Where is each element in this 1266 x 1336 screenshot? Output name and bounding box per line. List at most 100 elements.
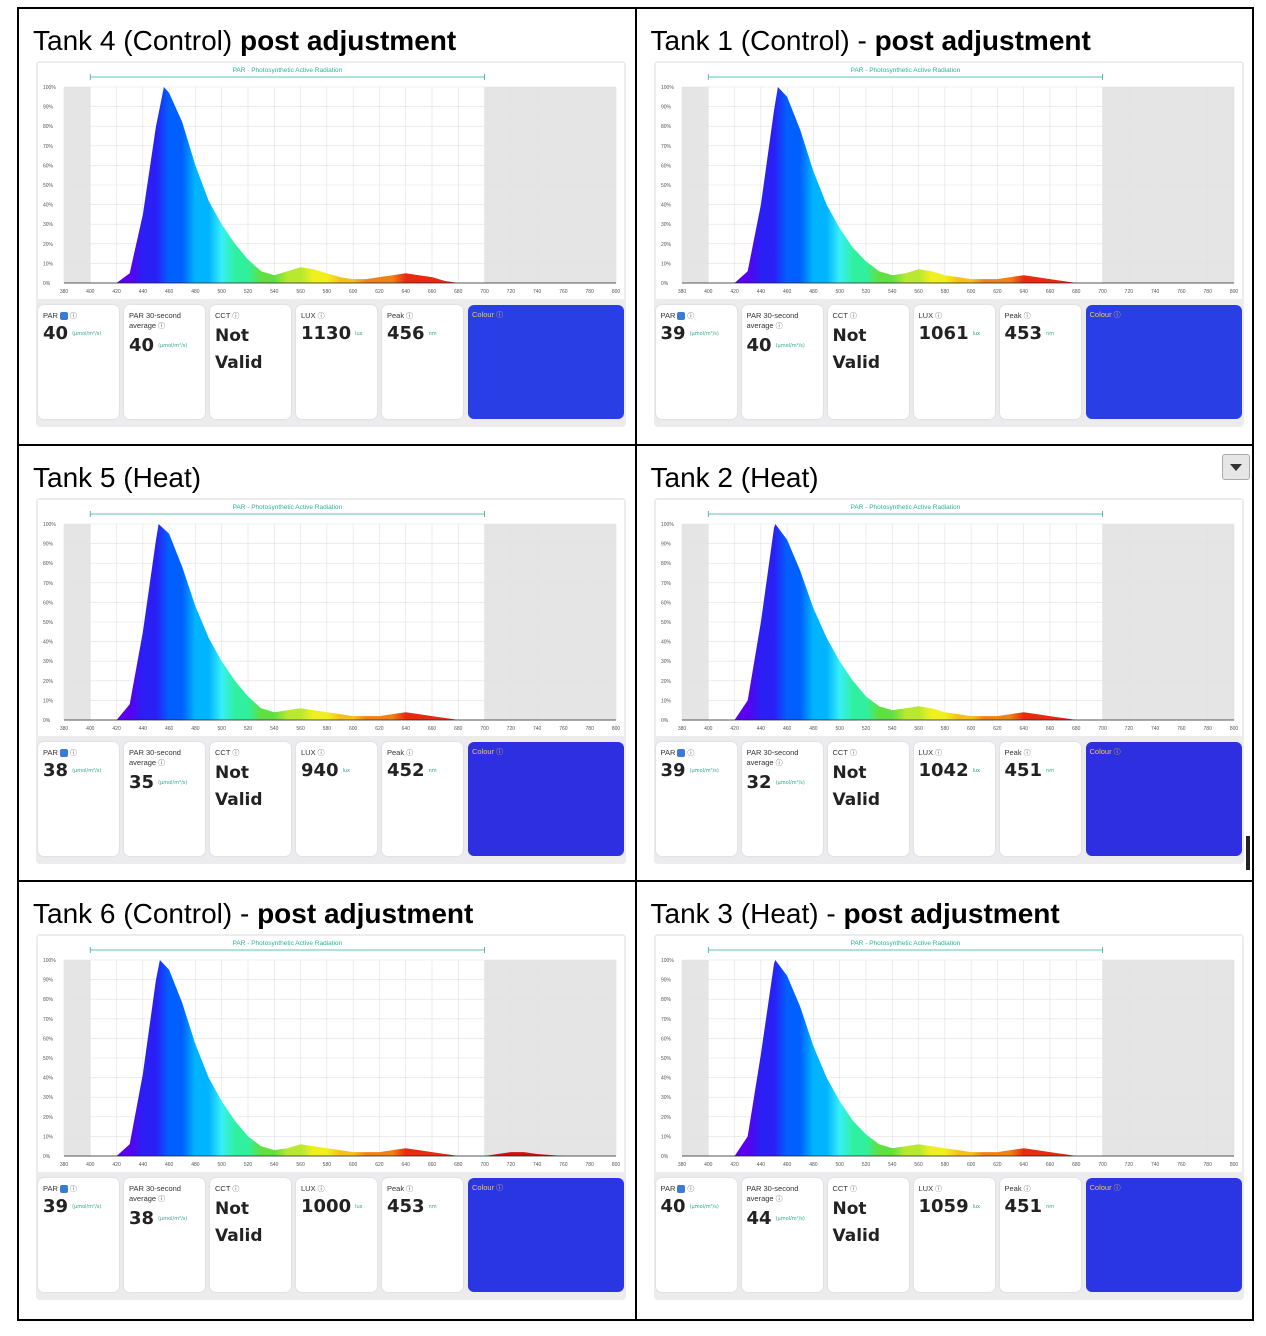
help-icon[interactable]: ⓘ [317,750,325,757]
help-icon[interactable]: ⓘ [849,1186,857,1193]
comparison-table: Tank 4 (Control) post adjustment PAR - P… [17,7,1254,1321]
lux-value: 940 lux [301,760,351,781]
help-icon[interactable]: ⓘ [687,750,695,757]
cct-card: CCT ⓘ Not Valid [827,305,909,419]
readings-row: PAR ⓘ 39 (µmol/m²/s) PAR 30-second average… [655,742,1242,860]
par-toggle-icon[interactable] [677,749,686,758]
cct-card: CCT ⓘ Not Valid [210,1178,291,1292]
y-tick-label: 80% [43,124,54,130]
scrollbar-marker[interactable] [1246,836,1250,870]
y-tick-label: 100% [661,522,674,528]
y-tick-label: 70% [661,581,672,587]
par-label: PAR ⓘ [660,748,695,758]
x-tick-label: 800 [612,289,621,295]
par-label: PAR ⓘ [660,311,695,321]
panel-title: Tank 5 (Heat) [33,464,201,492]
peak-card: Peak ⓘ 456 nm [382,305,463,419]
peak-value: 451 nm [1004,1196,1055,1217]
x-tick-label: 580 [940,726,949,732]
x-tick-label: 480 [191,1162,200,1168]
y-tick-label: 10% [661,1134,672,1140]
help-icon[interactable]: ⓘ [158,760,166,767]
help-icon[interactable]: ⓘ [69,1186,77,1193]
help-icon[interactable]: ⓘ [1023,750,1031,757]
help-icon[interactable]: ⓘ [158,323,166,330]
x-tick-label: 740 [1150,726,1159,732]
readings-row: PAR ⓘ 39 (µmol/m²/s) PAR 30-second average… [655,305,1242,423]
par-toggle-icon[interactable] [677,312,686,321]
x-tick-label: 600 [349,1162,358,1168]
y-tick-label: 30% [43,659,54,665]
help-icon[interactable]: ⓘ [406,750,414,757]
cct-value: Not Valid [832,326,881,373]
par-toggle-icon[interactable] [677,1185,686,1194]
help-icon[interactable]: ⓘ [158,1196,166,1203]
help-icon[interactable]: ⓘ [406,1186,414,1193]
cct-card: CCT ⓘ Not Valid [827,742,909,856]
chart-title: PAR - Photosynthetic Active Radiation [850,940,960,947]
par-average-label: PAR 30-second average ⓘ [129,311,181,330]
par-average-card: PAR 30-second average ⓘ 40 (µmol/m²/s) [124,305,205,419]
help-icon[interactable]: ⓘ [849,313,857,320]
chart-title: PAR - Photosynthetic Active Radiation [233,504,343,511]
help-icon[interactable]: ⓘ [496,312,504,319]
x-tick-label: 380 [60,726,69,732]
help-icon[interactable]: ⓘ [69,750,77,757]
panel-title: Tank 1 (Control) - post adjustment [651,27,1091,55]
par-average-card: PAR 30-second average ⓘ 44 (µmol/m²/s) [741,1178,823,1292]
peak-card: Peak ⓘ 452 nm [382,742,463,856]
spectrum-chart-card: PAR - Photosynthetic Active Radiation 0% 1… [655,500,1242,736]
y-tick-label: 70% [43,144,54,150]
help-icon[interactable]: ⓘ [1113,1185,1121,1192]
help-icon[interactable]: ⓘ [687,313,695,320]
par-average-value: 32 (µmol/m²/s) [746,772,805,793]
y-tick-label: 0% [661,718,669,724]
x-tick-label: 780 [1203,726,1212,732]
par-toggle-icon[interactable] [59,312,68,321]
help-icon[interactable]: ⓘ [317,1186,325,1193]
help-icon[interactable]: ⓘ [935,1186,943,1193]
help-icon[interactable]: ⓘ [232,750,240,757]
cct-value: Not Valid [832,763,881,810]
x-tick-label: 380 [677,726,686,732]
help-icon[interactable]: ⓘ [775,1196,783,1203]
help-icon[interactable]: ⓘ [849,750,857,757]
help-icon[interactable]: ⓘ [775,323,783,330]
help-icon[interactable]: ⓘ [1023,313,1031,320]
help-icon[interactable]: ⓘ [935,750,943,757]
help-icon[interactable]: ⓘ [1023,1186,1031,1193]
x-tick-label: 460 [165,1162,174,1168]
help-icon[interactable]: ⓘ [1113,749,1121,756]
spectrum-chart-card: PAR - Photosynthetic Active Radiation 0% 1… [655,936,1242,1172]
help-icon[interactable]: ⓘ [232,1186,240,1193]
help-icon[interactable]: ⓘ [935,313,943,320]
x-tick-label: 440 [756,1162,765,1168]
lux-value: 1059 lux [918,1196,981,1217]
colour-label: Colour ⓘ [472,310,504,319]
x-tick-label: 760 [559,1162,568,1168]
y-tick-label: 60% [661,1036,672,1042]
help-icon[interactable]: ⓘ [317,313,325,320]
help-icon[interactable]: ⓘ [775,760,783,767]
help-icon[interactable]: ⓘ [496,749,504,756]
x-tick-label: 700 [1098,726,1107,732]
par-toggle-icon[interactable] [59,1185,68,1194]
x-tick-label: 500 [835,1162,844,1168]
cct-value: Not Valid [215,326,263,373]
help-icon[interactable]: ⓘ [232,313,240,320]
chart-title: PAR - Photosynthetic Active Radiation [850,67,960,74]
y-tick-label: 20% [661,1115,672,1121]
par-toggle-icon[interactable] [59,749,68,758]
help-icon[interactable]: ⓘ [1113,312,1121,319]
lux-value: 1042 lux [918,760,981,781]
help-icon[interactable]: ⓘ [687,1186,695,1193]
help-icon[interactable]: ⓘ [406,313,414,320]
x-tick-label: 400 [86,1162,95,1168]
par-card: PAR ⓘ 39 (µmol/m²/s) [38,1178,119,1292]
y-tick-label: 90% [661,105,672,111]
par-average-label: PAR 30-second average ⓘ [129,748,181,767]
dropdown-arrow-icon[interactable] [1222,454,1250,480]
help-icon[interactable]: ⓘ [496,1185,504,1192]
help-icon[interactable]: ⓘ [69,313,77,320]
x-tick-label: 700 [1098,1162,1107,1168]
